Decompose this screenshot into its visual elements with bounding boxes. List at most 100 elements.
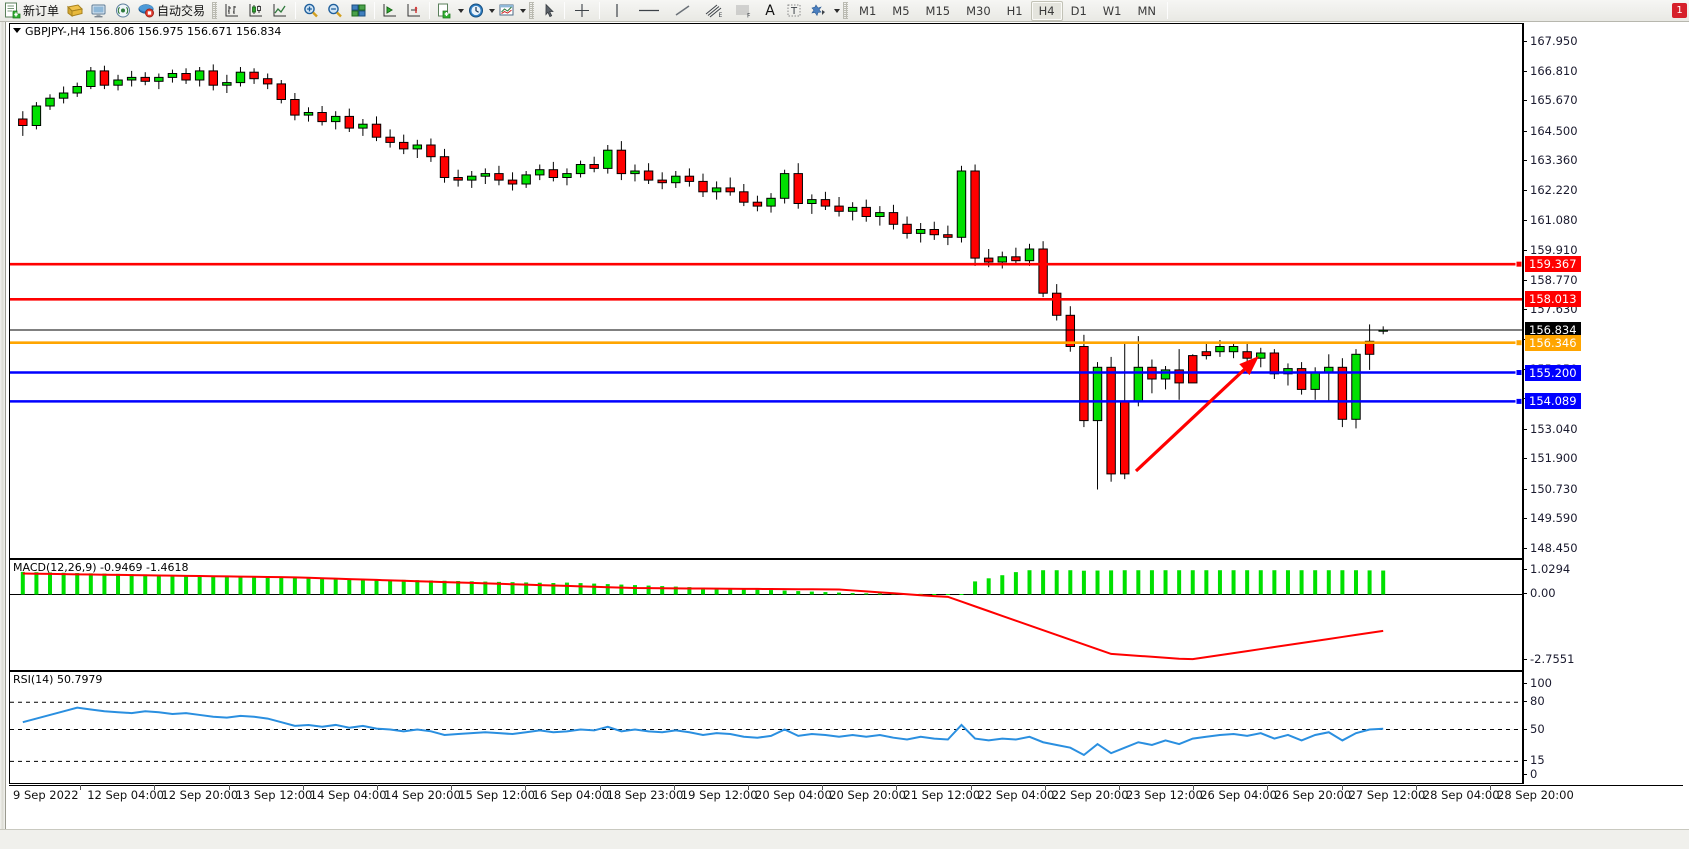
tile-windows-button[interactable] — [348, 1, 370, 21]
toolbar-grip-3[interactable] — [843, 2, 849, 19]
candlestick — [398, 134, 409, 155]
new-order-button[interactable]: 新订单 — [3, 1, 62, 21]
timeframe-mn[interactable]: MN — [1137, 3, 1156, 18]
zoom-out-button[interactable] — [324, 1, 346, 21]
price-tag-last-price[interactable]: 156.834 — [1525, 322, 1581, 339]
macd-layer — [10, 570, 1522, 661]
time-axis[interactable]: 9 Sep 2022 12 Sep 04:00 12 Sep 20:00 13 Sep… — [9, 785, 1683, 807]
signals-button[interactable] — [112, 1, 134, 21]
price-axis[interactable]: 167.950 166.810 165.670 164.500 163.360 162.2… — [1523, 23, 1683, 784]
period-button[interactable] — [465, 1, 487, 21]
timeframe-m15[interactable]: M15 — [925, 3, 951, 18]
trend-arrow-shaft[interactable] — [1134, 365, 1249, 473]
timeframe-m1[interactable]: M1 — [859, 3, 877, 18]
rsi-label: RSI(14) 50.7979 — [13, 673, 103, 686]
timeframe-m5[interactable]: M5 — [892, 3, 910, 18]
macd-tick: -2.7551 — [1523, 652, 1574, 666]
candlestick — [140, 72, 150, 86]
candlestick — [453, 169, 463, 187]
macd-histogram-bar — [48, 572, 53, 595]
macd-histogram-bar — [320, 578, 325, 595]
rsi-pane[interactable]: RSI(14) 50.7979 — [9, 671, 1523, 784]
line-chart-button[interactable] — [269, 1, 291, 21]
candlestick — [45, 94, 55, 110]
timeframe-h1[interactable]: H1 — [1006, 3, 1023, 18]
line-anchor-handle[interactable] — [1515, 397, 1522, 405]
templates-button[interactable] — [496, 1, 518, 21]
macd-histogram-bar — [415, 580, 420, 595]
new-chart-dropdown-arrow[interactable] — [458, 8, 465, 13]
time-tick: 20 Sep 20:00 — [822, 785, 906, 802]
auto-scroll-button[interactable] — [403, 1, 425, 21]
equidistant-channel-button[interactable]: E — [700, 1, 728, 21]
candlestick — [222, 74, 232, 93]
price-tag-support[interactable]: 155.200 — [1525, 364, 1581, 381]
macd-pane[interactable]: MACD(12,26,9) -0.9469 -1.4618 — [9, 559, 1523, 671]
folder-gold-icon — [67, 4, 84, 17]
price-tag-support[interactable]: 154.089 — [1525, 393, 1581, 410]
cursor-tool-button[interactable] — [538, 1, 560, 21]
price-tick: 165.670 — [1523, 93, 1578, 107]
timeframe-d1[interactable]: D1 — [1070, 3, 1087, 18]
price-pane[interactable]: GBPJPY-,H4 156.806 156.975 156.671 156.8… — [9, 23, 1523, 559]
time-tick-separator — [1415, 785, 1417, 790]
candlestick — [208, 64, 218, 91]
period-dropdown-arrow[interactable] — [489, 8, 496, 13]
candlestick — [1024, 243, 1035, 266]
candlestick — [548, 161, 559, 182]
price-tag-pivot[interactable]: 156.346 — [1525, 334, 1581, 351]
macd-histogram-bar — [102, 573, 107, 595]
notification-badge[interactable]: 1 — [1672, 3, 1687, 18]
price-tag-resistance[interactable]: 158.013 — [1525, 291, 1581, 308]
timeframe-m30[interactable]: M30 — [966, 3, 991, 18]
line-anchor-handle[interactable] — [1515, 260, 1522, 268]
toolbar-grip-2[interactable] — [529, 2, 535, 19]
line-anchor-handle[interactable] — [1515, 339, 1522, 347]
time-tick-separator — [1193, 785, 1195, 790]
price-tick: 149.590 — [1523, 511, 1578, 525]
timeframe-h4[interactable]: H4 — [1030, 0, 1063, 21]
toolbar-grip-1[interactable] — [212, 2, 218, 19]
candlestick — [181, 68, 191, 84]
collapse-triangle-icon[interactable] — [13, 28, 21, 33]
trendline-tool-button[interactable] — [668, 1, 698, 21]
terminal-button[interactable] — [88, 1, 110, 21]
time-tick-separator — [599, 785, 601, 790]
line-anchor-handle[interactable] — [1515, 369, 1522, 376]
auto-trading-button[interactable]: 自动交易 — [136, 1, 208, 21]
new-chart-button[interactable] — [434, 1, 456, 21]
text-tool-button[interactable]: A — [760, 1, 780, 21]
arrows-tool-button[interactable] — [808, 1, 832, 21]
trend-arrow-head[interactable] — [1239, 356, 1259, 376]
time-tick: 15 Sep 12:00 — [451, 785, 535, 802]
text-label-tool-button[interactable]: T — [782, 1, 806, 21]
timeframe-w1[interactable]: W1 — [1102, 3, 1122, 18]
crosshair-tool-button[interactable] — [569, 1, 595, 21]
crosshair-icon — [575, 4, 590, 17]
macd-histogram-bar — [224, 576, 229, 595]
shift-chart-button[interactable] — [379, 1, 401, 21]
time-tick: 28 Sep 20:00 — [1490, 785, 1574, 802]
macd-histogram-bar — [1054, 570, 1059, 595]
macd-histogram-bar — [1190, 570, 1195, 595]
data-window-button[interactable] — [64, 1, 86, 21]
zoom-in-button[interactable] — [300, 1, 322, 21]
horizontal-line-tool-button[interactable] — [632, 1, 666, 21]
macd-histogram-bar — [156, 574, 161, 595]
templates-dropdown-arrow[interactable] — [520, 8, 527, 13]
vertical-line-tool-button[interactable] — [604, 1, 630, 21]
chart-left-scrollbar[interactable] — [0, 22, 6, 849]
price-tag-resistance[interactable]: 159.367 — [1525, 256, 1581, 273]
candlestick — [861, 199, 871, 222]
macd-histogram-bar — [755, 589, 760, 595]
bar-chart-button[interactable] — [221, 1, 243, 21]
new-order-label: 新订单 — [23, 4, 60, 18]
candlestick-chart-button[interactable] — [245, 1, 267, 21]
price-candles-layer — [10, 64, 1522, 490]
arrows-dropdown-arrow[interactable] — [834, 8, 841, 13]
candlestick — [1147, 359, 1157, 394]
macd-histogram-bar — [211, 575, 216, 595]
time-tick: 23 Sep 12:00 — [1119, 785, 1203, 802]
macd-histogram-bar — [864, 593, 869, 595]
fibonacci-tool-button[interactable]: F — [730, 1, 758, 21]
